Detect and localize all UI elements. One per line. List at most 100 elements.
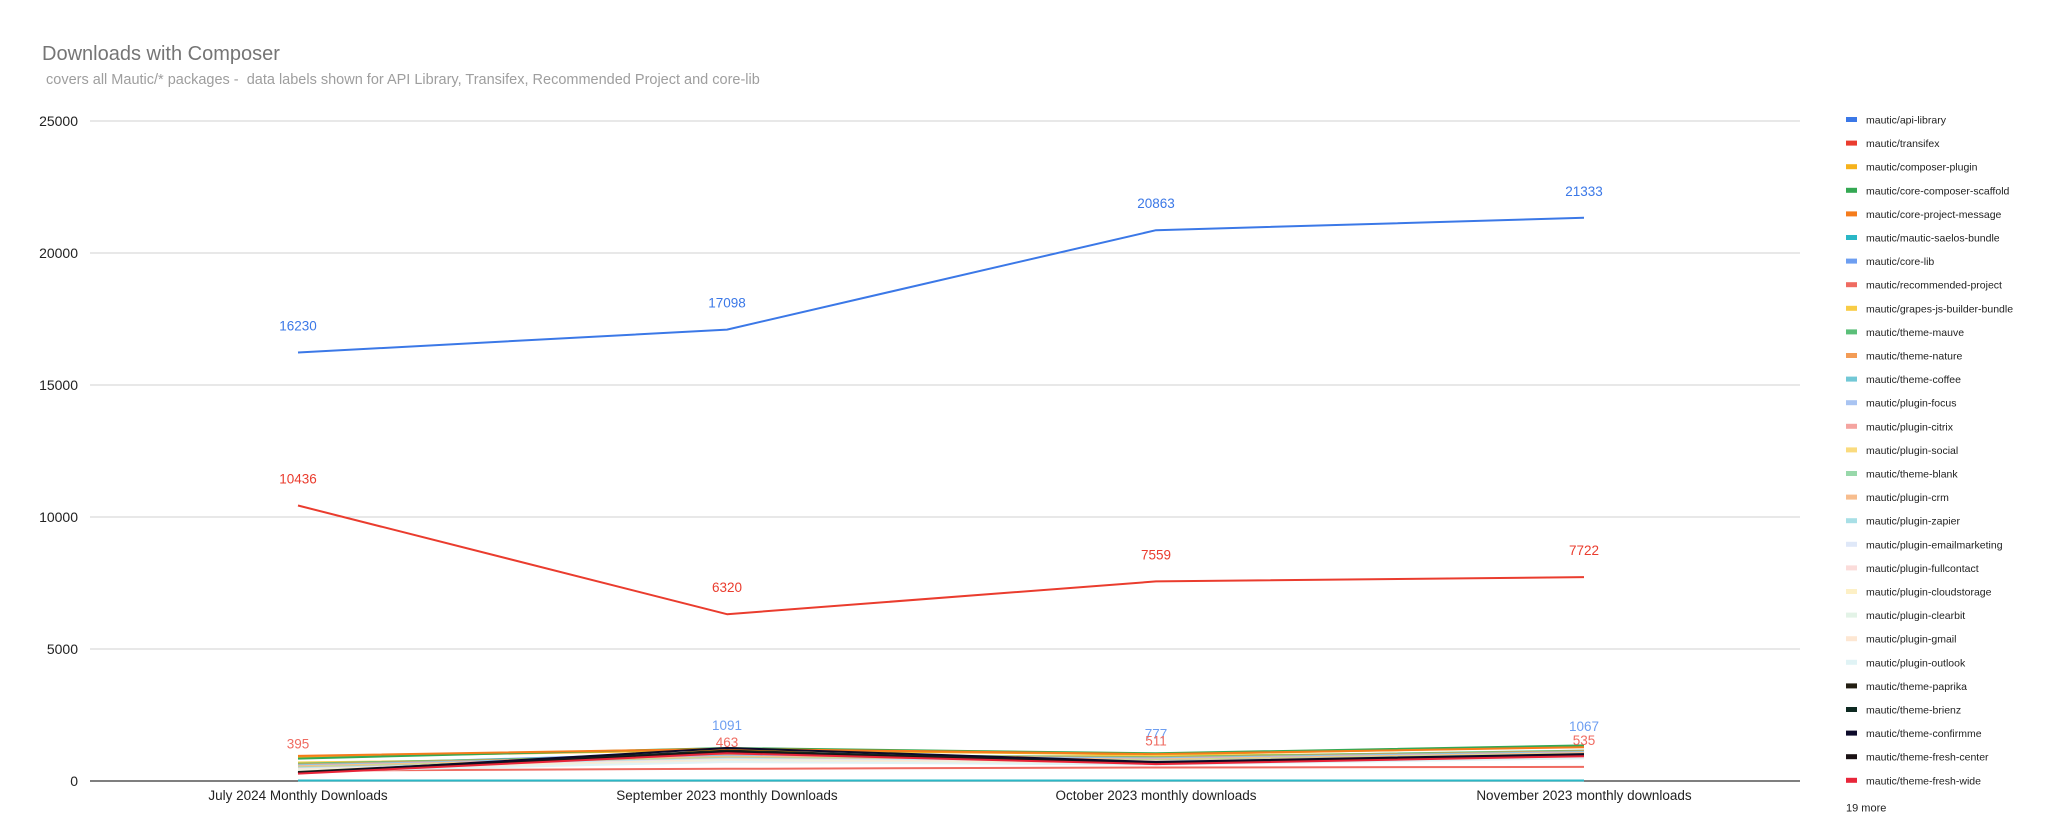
legend-swatch xyxy=(1846,754,1857,760)
legend-label: mautic/theme-fresh-center xyxy=(1866,752,1989,764)
legend-swatch xyxy=(1846,305,1857,311)
series-line-transifex xyxy=(297,504,1585,616)
series-line-core-project-message xyxy=(297,746,1585,757)
legend-swatch xyxy=(1846,589,1857,594)
legend-label: mautic/plugin-outlook xyxy=(1866,657,1966,669)
data-label: 1091 xyxy=(712,718,742,733)
legend-label: mautic/plugin-gmail xyxy=(1866,634,1956,646)
legend-item[interactable]: mautic/plugin-focus xyxy=(1846,398,1956,410)
legend-item[interactable]: mautic/theme-blank xyxy=(1846,469,1958,481)
legend-swatch xyxy=(1846,164,1857,170)
legend-label: mautic/plugin-citrix xyxy=(1866,421,1954,433)
x-axis: July 2024 Monthly Downloads September 202… xyxy=(208,788,1692,803)
legend-item[interactable]: mautic/theme-coffee xyxy=(1846,374,1961,386)
legend-label: mautic/theme-mauve xyxy=(1866,327,1964,339)
y-tick-label: 10000 xyxy=(39,509,78,525)
legend-item[interactable]: mautic/composer-plugin xyxy=(1846,162,1978,174)
legend-label: mautic/theme-nature xyxy=(1866,351,1962,363)
legend-item[interactable]: mautic/theme-fresh-wide xyxy=(1846,775,1981,787)
legend-label: mautic/core-project-message xyxy=(1866,209,2002,221)
legend-label: mautic/theme-fresh-wide xyxy=(1866,775,1981,787)
legend-item[interactable]: mautic/plugin-gmail xyxy=(1846,634,1956,646)
legend-label: mautic/plugin-crm xyxy=(1866,492,1949,504)
data-label: 20863 xyxy=(1137,196,1175,211)
legend-item[interactable]: mautic/theme-nature xyxy=(1846,351,1962,363)
legend-label: mautic/plugin-emailmarketing xyxy=(1866,539,2003,551)
legend-item[interactable]: mautic/recommended-project xyxy=(1846,280,2002,292)
legend-swatch xyxy=(1846,400,1857,406)
legend-item[interactable]: mautic/theme-paprika xyxy=(1846,681,1967,693)
y-tick-label: 15000 xyxy=(39,377,78,393)
legend-label: mautic/transifex xyxy=(1866,138,1940,150)
legend-swatch xyxy=(1846,235,1857,240)
legend-swatch xyxy=(1846,636,1857,642)
legend-item[interactable]: mautic/plugin-emailmarketing xyxy=(1846,539,2003,551)
legend-swatch xyxy=(1846,518,1857,524)
data-labels: 16230 17098 20863 21333 10436 6320 7559 7722 109… xyxy=(279,184,1603,752)
legend-label: mautic/theme-confirmme xyxy=(1866,728,1982,740)
legend-item[interactable]: mautic/grapes-js-builder-bundle xyxy=(1846,303,2013,315)
series-line-recommended-project xyxy=(297,765,1585,772)
legend-swatch xyxy=(1846,211,1857,217)
legend-label: mautic/theme-blank xyxy=(1866,469,1958,481)
legend-swatch xyxy=(1846,187,1857,193)
x-tick-label: September 2023 monthly Downloads xyxy=(616,788,838,803)
x-tick-label: July 2024 Monthly Downloads xyxy=(208,788,388,803)
legend-label: mautic/plugin-social xyxy=(1866,445,1958,457)
data-label: 511 xyxy=(1145,734,1167,749)
legend-swatch xyxy=(1846,258,1857,264)
gridlines xyxy=(90,120,1800,782)
legend-item[interactable]: mautic/plugin-clearbit xyxy=(1846,610,1965,622)
legend-label: mautic/plugin-focus xyxy=(1866,398,1956,410)
legend-item[interactable]: mautic/theme-fresh-center xyxy=(1846,752,1989,764)
data-label: 777 xyxy=(1145,726,1168,741)
legend-item[interactable]: mautic/plugin-fullcontact xyxy=(1846,563,1979,575)
legend-label: mautic/grapes-js-builder-bundle xyxy=(1866,303,2013,315)
legend-item[interactable]: mautic/plugin-crm xyxy=(1846,492,1949,504)
y-tick-label: 5000 xyxy=(47,641,78,657)
legend-item[interactable]: mautic/plugin-social xyxy=(1846,445,1958,457)
y-axis: 0 5000 10000 15000 20000 25000 xyxy=(39,113,78,789)
legend-item[interactable]: mautic/plugin-outlook xyxy=(1846,657,1966,669)
legend-item[interactable]: mautic/core-project-message xyxy=(1846,209,2002,221)
legend-item[interactable]: mautic/plugin-citrix xyxy=(1846,421,1954,433)
legend-item[interactable]: mautic/plugin-zapier xyxy=(1846,516,1960,528)
series-line-theme-fresh-wide xyxy=(297,752,1585,775)
legend-label: mautic/plugin-clearbit xyxy=(1866,610,1965,622)
x-tick-label: November 2023 monthly downloads xyxy=(1476,788,1692,803)
legend-item[interactable]: mautic/core-composer-scaffold xyxy=(1846,185,2010,197)
legend-swatch xyxy=(1846,423,1857,429)
data-label: 16230 xyxy=(279,319,317,334)
legend-swatch xyxy=(1846,730,1857,736)
data-label: 17098 xyxy=(708,296,746,311)
legend-item[interactable]: mautic/api-library xyxy=(1846,115,1947,127)
data-label: 7559 xyxy=(1141,547,1171,562)
y-tick-label: 20000 xyxy=(39,245,78,261)
legend-item[interactable]: mautic/plugin-cloudstorage xyxy=(1846,587,1992,599)
data-label: 21333 xyxy=(1565,184,1603,199)
y-tick-label: 0 xyxy=(70,773,78,789)
legend-item[interactable]: mautic/transifex xyxy=(1846,138,1940,150)
data-label: 1067 xyxy=(1569,719,1599,734)
series-line-plugin-outlook xyxy=(297,757,1585,773)
legend-item[interactable]: mautic/theme-confirmme xyxy=(1846,728,1982,740)
legend-item[interactable]: mautic/theme-brienz xyxy=(1846,705,1961,717)
legend-swatch xyxy=(1846,376,1857,382)
legend-swatch xyxy=(1846,541,1857,547)
legend-item[interactable]: mautic/core-lib xyxy=(1846,256,1934,268)
legend-swatch xyxy=(1846,494,1857,500)
legend-swatch xyxy=(1846,683,1857,689)
legend-swatch xyxy=(1846,707,1857,712)
data-label: 395 xyxy=(287,737,310,752)
legend-label: mautic/composer-plugin xyxy=(1866,162,1978,174)
legend-more-link[interactable]: 19 more xyxy=(1846,802,1886,814)
legend-swatch xyxy=(1846,659,1857,665)
legend-item[interactable]: mautic/mautic-saelos-bundle xyxy=(1846,233,2000,245)
legend-item[interactable]: mautic/theme-mauve xyxy=(1846,327,1964,339)
series-lines xyxy=(297,216,1585,782)
legend-label: mautic/plugin-cloudstorage xyxy=(1866,587,1992,599)
legend[interactable]: mautic/api-library mautic/transifex mautic… xyxy=(1846,115,2013,815)
legend-swatch xyxy=(1846,140,1857,146)
y-tick-label: 25000 xyxy=(39,113,78,129)
